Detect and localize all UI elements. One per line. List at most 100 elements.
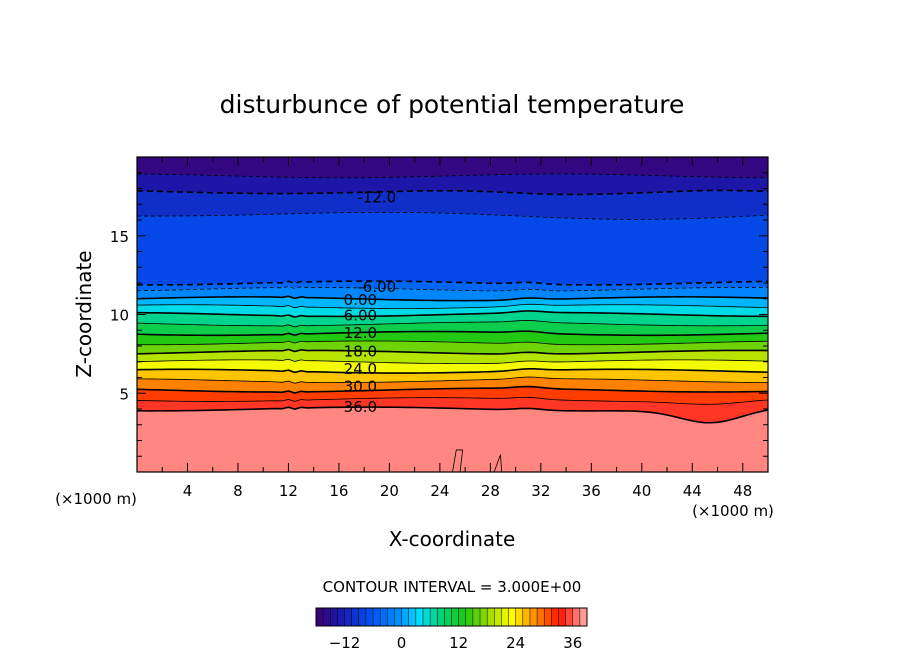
colorbar-swatch (408, 608, 417, 626)
x-tick-label: 24 (430, 482, 449, 500)
colorbar-swatch (358, 608, 367, 626)
contour-line (137, 295, 768, 302)
colorbar-swatch (551, 608, 559, 626)
contour-line (137, 173, 768, 179)
y-axis-label: Z-coordinate (72, 250, 96, 377)
colorbar-swatch (330, 608, 338, 626)
contour-line (137, 286, 768, 292)
contour-line (137, 189, 768, 196)
colorbar-swatch (394, 608, 402, 626)
x-tick-label: 16 (329, 482, 348, 500)
contour-label: 6.00 (344, 307, 377, 325)
contour-line (137, 348, 768, 355)
colorbar-swatch (373, 608, 381, 626)
contour-line (137, 396, 768, 405)
x-tick-label: 40 (632, 482, 651, 500)
x-unit-right: (×1000 m) (692, 502, 774, 520)
colorbar-swatch (365, 608, 374, 626)
colorbar-swatch (351, 608, 360, 626)
colorbar-swatch (529, 608, 538, 626)
contour-interval-text: CONTOUR INTERVAL = 3.000E+00 (323, 578, 582, 596)
colorbar-frame (315, 607, 588, 627)
colorbar-swatch (494, 608, 502, 626)
contour-line-layer (137, 173, 768, 472)
contour-line (137, 368, 768, 374)
colorbar-swatch (537, 608, 545, 626)
colorbar-swatch (544, 608, 552, 626)
colorbar-tick-label: 0 (397, 634, 407, 652)
x-tick-label: 44 (683, 482, 702, 500)
colorbar-swatch (522, 608, 531, 626)
colorbar: −12 0 12 24 36 (315, 607, 588, 652)
colorbar-swatch (430, 608, 438, 626)
contour-line (137, 358, 768, 365)
contour-line (137, 211, 768, 220)
colorbar-swatch (458, 608, 467, 626)
contour-line (137, 340, 768, 346)
x-tick-label: 4 (183, 482, 193, 500)
contour-label: 0.00 (344, 291, 377, 309)
colorbar-swatch (422, 608, 431, 626)
contour-label: -12.0 (357, 188, 396, 206)
colorbar-swatch (444, 608, 452, 626)
x-tick-label: 36 (582, 482, 601, 500)
colorbar-swatch (472, 608, 481, 626)
colorbar-swatch (465, 608, 474, 626)
colorbar-swatch (451, 608, 459, 626)
contour-label: 30.0 (344, 377, 377, 395)
chart-title: disturbunce of potential temperature (220, 90, 685, 119)
contour-line (137, 303, 768, 309)
contour-label: 24.0 (344, 360, 377, 378)
y-tick-label: 15 (110, 228, 129, 246)
y-axis: 5 10 15 (110, 172, 768, 457)
x-tick-label: 20 (380, 482, 399, 500)
contour-line (137, 385, 768, 394)
contour-line (137, 406, 768, 424)
colorbar-tick-label: −12 (329, 634, 361, 652)
x-tick-label: 32 (531, 482, 550, 500)
contour-line (137, 280, 768, 286)
contour-line (137, 376, 768, 384)
colorbar-tick-label: 36 (563, 634, 582, 652)
colorbar-swatch (323, 608, 331, 626)
colorbar-swatch (558, 608, 566, 626)
x-axis-label: X-coordinate (389, 527, 516, 551)
y-tick-label: 10 (110, 307, 129, 325)
contour-line (137, 319, 768, 328)
colorbar-swatch (565, 608, 574, 626)
colorbar-swatch (316, 608, 324, 626)
x-tick-label: 8 (233, 482, 243, 500)
colorbar-swatch (579, 608, 588, 626)
colorbar-swatch (508, 608, 516, 626)
colorbar-swatch (572, 608, 581, 626)
colorbar-swatch (501, 608, 509, 626)
colorbar-swatch (344, 608, 352, 626)
x-axis: 4 8 12 16 20 24 28 32 36 40 44 48 (161, 157, 752, 500)
contour-label: 12.0 (344, 324, 377, 342)
contour-band (137, 407, 768, 472)
contour-line (137, 310, 768, 318)
y-tick-label: 5 (119, 385, 129, 403)
contour-band (137, 212, 768, 286)
colorbar-swatch (480, 608, 488, 626)
colorbar-swatch (415, 608, 424, 626)
contour-line (137, 330, 768, 337)
contour-line (452, 449, 464, 472)
contour-label: -6.00 (357, 278, 396, 296)
x-unit-left: (×1000 m) (55, 490, 137, 508)
x-tick-label: 12 (279, 482, 298, 500)
contour-label: 18.0 (344, 343, 377, 361)
x-tick-label: 48 (733, 482, 752, 500)
contour-band (137, 157, 768, 179)
colorbar-tick-label: 12 (449, 634, 468, 652)
colorbar-swatch (515, 608, 524, 626)
colorbar-swatch (487, 608, 495, 626)
x-tick-label: 28 (481, 482, 500, 500)
contour-label: 36.0 (344, 398, 377, 416)
colorbar-swatch (401, 608, 410, 626)
colorbar-swatch (380, 608, 388, 626)
colorbar-swatch (337, 608, 345, 626)
colorbar-swatch (437, 608, 445, 626)
